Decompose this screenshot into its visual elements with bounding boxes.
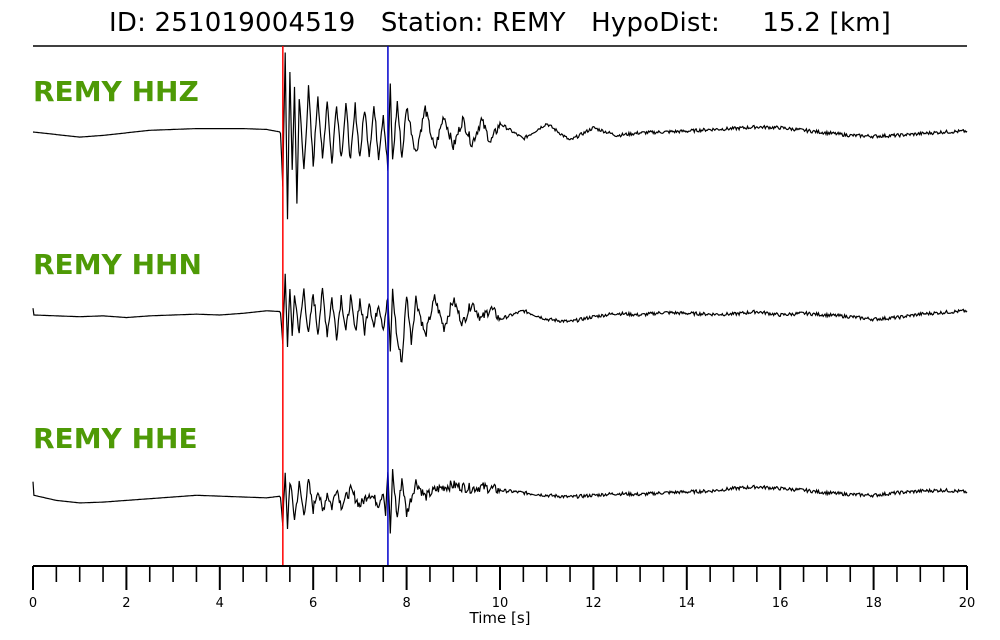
x-tick-label: 2 (122, 596, 130, 611)
trace-line-3 (32, 469, 968, 534)
x-tick-label: 14 (679, 596, 696, 611)
x-tick-label: 4 (216, 596, 224, 611)
trace-group (32, 52, 968, 534)
x-axis-title: Time [s] (469, 609, 531, 627)
x-axis: 0 2 4 6 8 10 12 14 16 18 20 (29, 565, 976, 611)
channel-label-2: REMY HHN (33, 248, 202, 281)
x-tick-label: 0 (29, 596, 37, 611)
x-tick-label: 6 (309, 596, 317, 611)
trace-line-2 (32, 273, 968, 363)
x-tick-label: 18 (865, 596, 882, 611)
x-tick-label: 8 (402, 596, 410, 611)
chart-title: ID: 251019004519 Station: REMY HypoDist:… (109, 8, 891, 38)
x-tick-label: 20 (959, 596, 976, 611)
x-tick-label: 16 (772, 596, 789, 611)
channel-label-3: REMY HHE (33, 422, 198, 455)
x-tick-label: 10 (492, 596, 509, 611)
channel-label-group: REMY HHZ REMY HHN REMY HHE (33, 75, 202, 455)
pick-group (282, 46, 389, 566)
trace-line-1 (32, 52, 968, 220)
channel-label-1: REMY HHZ (33, 75, 199, 108)
x-tick-label: 12 (585, 596, 602, 611)
